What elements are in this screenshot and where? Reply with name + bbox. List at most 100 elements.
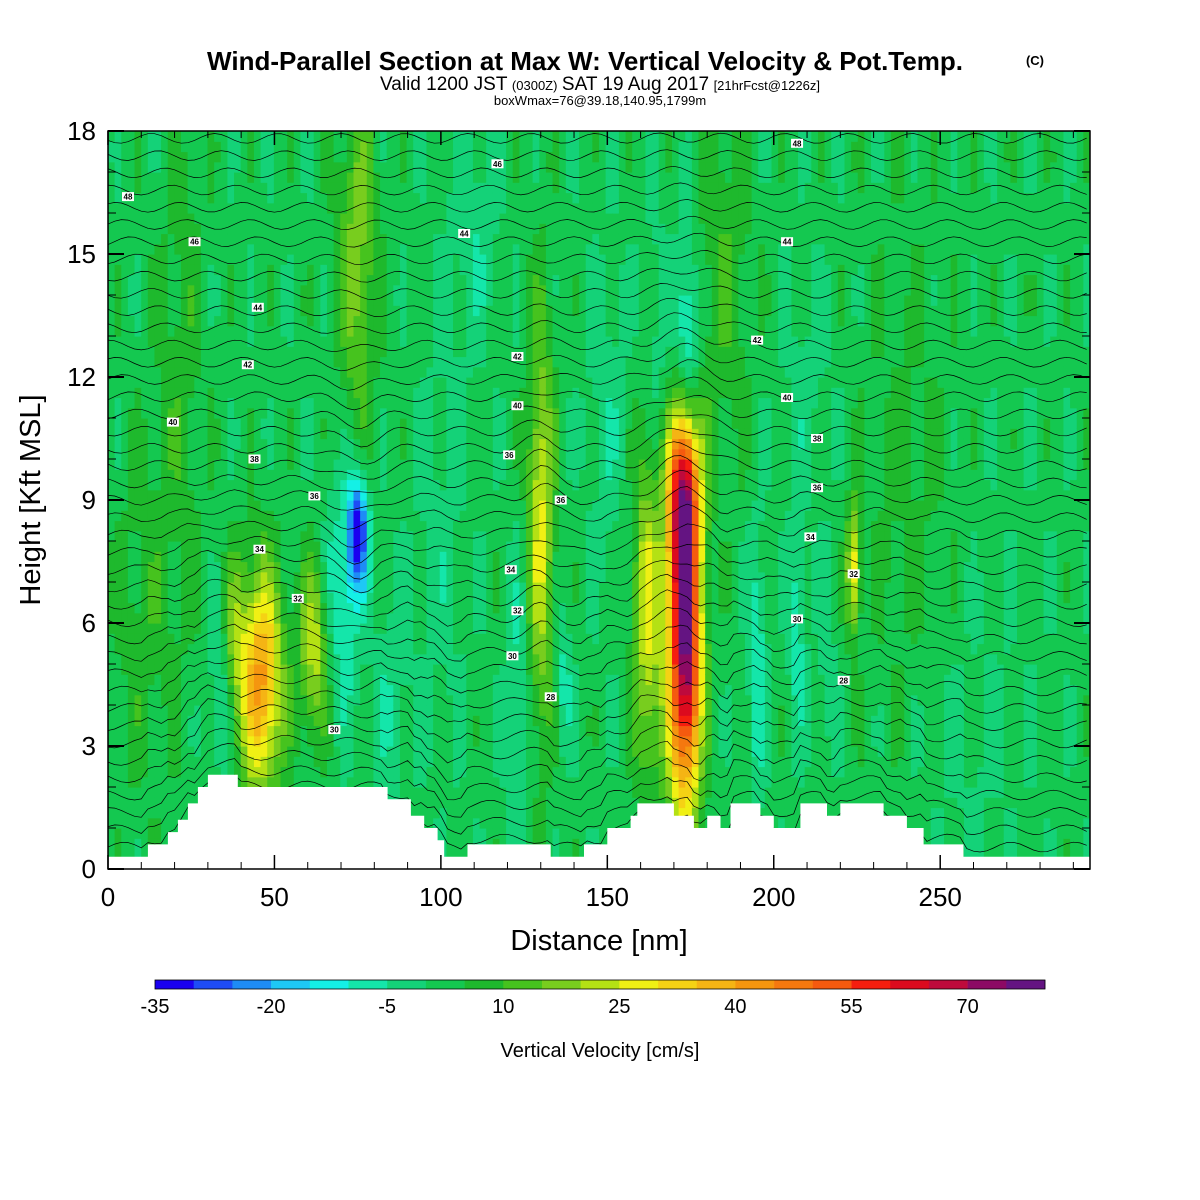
velocity-cell	[499, 807, 507, 819]
velocity-cell	[267, 223, 275, 235]
velocity-cell	[459, 202, 467, 214]
velocity-cell	[127, 674, 136, 686]
velocity-cell	[174, 582, 182, 593]
velocity-cell	[214, 202, 222, 214]
velocity-cell	[127, 315, 136, 327]
velocity-cell	[141, 684, 149, 696]
velocity-cell	[419, 807, 428, 819]
velocity-cell	[320, 407, 328, 419]
velocity-cell	[154, 387, 162, 399]
velocity-cell	[486, 551, 494, 563]
velocity-cell	[147, 418, 156, 429]
velocity-cell	[545, 776, 554, 788]
velocity-cell	[393, 202, 401, 214]
velocity-cell	[506, 705, 514, 716]
velocity-cell	[108, 510, 116, 522]
subtitle-forecast: [21hrFcst@1226z]	[714, 78, 820, 93]
velocity-cell	[326, 387, 335, 399]
velocity-cell	[413, 336, 421, 347]
velocity-cell	[399, 735, 408, 747]
velocity-cell	[466, 623, 474, 634]
velocity-cell	[326, 243, 335, 255]
velocity-cell	[406, 653, 414, 665]
velocity-cell	[234, 346, 242, 358]
velocity-cell	[280, 448, 288, 460]
velocity-cell	[526, 438, 534, 450]
velocity-cell	[253, 612, 262, 624]
velocity-cell	[207, 561, 215, 573]
velocity-cell	[426, 387, 434, 399]
velocity-cell	[472, 274, 481, 286]
velocity-cell	[539, 377, 547, 388]
velocity-cell	[353, 151, 361, 163]
velocity-cell	[393, 161, 401, 173]
velocity-cell	[220, 448, 229, 460]
velocity-cell	[127, 418, 136, 429]
velocity-cell	[393, 223, 401, 235]
velocity-cell	[446, 284, 454, 296]
velocity-cell	[519, 520, 527, 532]
velocity-cell	[313, 356, 321, 368]
velocity-cell	[214, 756, 222, 768]
velocity-cell	[127, 438, 136, 450]
velocity-cell	[287, 643, 295, 655]
velocity-cell	[472, 582, 481, 593]
velocity-cell	[433, 735, 441, 747]
velocity-cell	[320, 489, 328, 501]
velocity-cell	[360, 602, 368, 614]
velocity-cell	[446, 202, 454, 214]
velocity-cell	[187, 346, 195, 358]
velocity-cell	[360, 582, 368, 593]
velocity-cell	[346, 172, 355, 183]
velocity-cell	[200, 192, 209, 204]
velocity-cell	[313, 315, 321, 327]
velocity-cell	[492, 192, 501, 204]
velocity-cell	[134, 776, 142, 788]
velocity-cell	[492, 746, 501, 757]
velocity-cell	[194, 182, 202, 194]
velocity-cell	[227, 254, 235, 265]
velocity-cell	[453, 664, 461, 675]
velocity-cell	[406, 623, 414, 634]
velocity-cell	[267, 684, 275, 696]
velocity-cell	[114, 151, 122, 163]
velocity-cell	[399, 428, 408, 440]
velocity-cell	[492, 151, 501, 163]
velocity-cell	[307, 315, 315, 327]
velocity-cell	[386, 746, 394, 757]
velocity-cell	[552, 530, 560, 542]
velocity-cell	[512, 223, 520, 235]
velocity-cell	[267, 274, 275, 286]
velocity-cell	[413, 715, 421, 727]
velocity-cell	[532, 797, 540, 809]
velocity-cell	[526, 838, 534, 850]
velocity-cell	[360, 756, 368, 768]
velocity-cell	[121, 643, 129, 655]
velocity-cell	[267, 776, 275, 788]
velocity-cell	[320, 295, 328, 306]
velocity-cell	[413, 264, 421, 276]
velocity-cell	[320, 756, 328, 768]
velocity-cell	[479, 274, 487, 286]
velocity-cell	[439, 715, 447, 727]
velocity-cell	[492, 448, 501, 460]
velocity-cell	[545, 182, 554, 194]
velocity-cell	[141, 469, 149, 481]
velocity-cell	[346, 643, 355, 655]
velocity-cell	[227, 366, 235, 378]
velocity-cell	[426, 428, 434, 440]
velocity-cell	[174, 541, 182, 552]
velocity-cell	[346, 438, 355, 450]
velocity-cell	[207, 161, 215, 173]
velocity-cell	[114, 295, 122, 306]
velocity-cell	[207, 366, 215, 378]
velocity-cell	[154, 182, 162, 194]
velocity-cell	[360, 448, 368, 460]
velocity-cell	[326, 612, 335, 624]
velocity-cell	[280, 172, 288, 183]
velocity-cell	[499, 623, 507, 634]
velocity-cell	[499, 530, 507, 542]
velocity-cell	[134, 141, 142, 153]
velocity-cell	[240, 766, 248, 778]
velocity-cell	[446, 274, 454, 286]
